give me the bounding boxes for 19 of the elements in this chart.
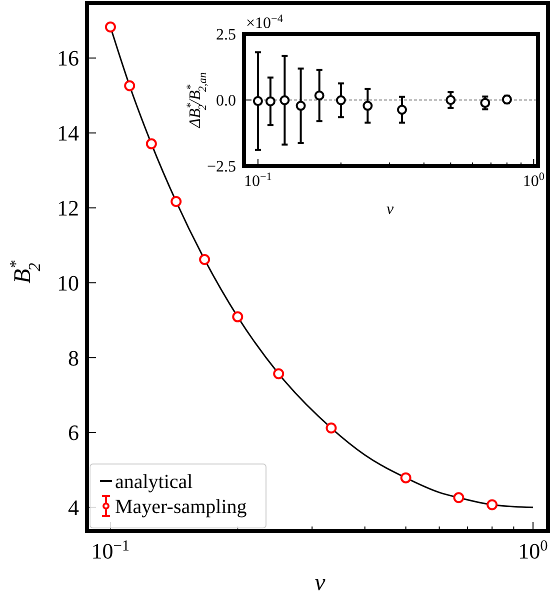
x-tick-label: 10$^{−1}$ — [91, 537, 130, 564]
annotation: ×10$^{−4}$ — [246, 13, 284, 32]
x-tick-label: 10$^{0}$ — [518, 537, 548, 564]
x-tick-label: 10$^{0}$ — [522, 171, 545, 190]
y-tick-label: 16 — [57, 46, 79, 71]
y-tick-label: 4 — [68, 495, 79, 520]
y-tick-label: −2.5 — [206, 158, 236, 176]
legend-label: analytical — [115, 471, 194, 493]
y-tick-label: 10 — [57, 270, 79, 296]
y-tick-label: 0.0 — [216, 92, 236, 110]
y-tick-label: 2.5 — [216, 26, 236, 44]
legend-label: Mayer-sampling — [115, 496, 247, 518]
y-tick-label: 14 — [57, 120, 79, 146]
y-tick-label: 12 — [57, 196, 79, 221]
y-tick-label: 8 — [68, 345, 79, 370]
x-axis-title: ν — [386, 201, 394, 218]
y-tick-label: 6 — [68, 420, 79, 446]
x-axis-title: ν — [314, 570, 326, 596]
x-tick-label: 10$^{−1}$ — [244, 171, 272, 190]
